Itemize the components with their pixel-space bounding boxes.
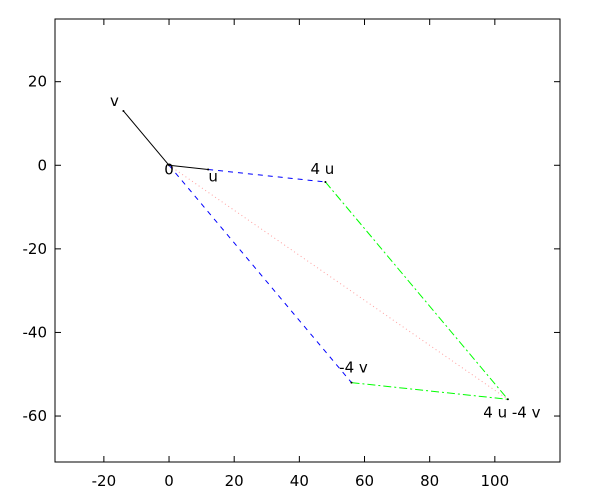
point-marker [506,398,509,401]
vector-segments [123,110,509,400]
y-tick-label: 0 [37,156,47,174]
point-label: v [110,92,119,110]
x-tick-label: 0 [164,472,174,490]
x-tick-label: 60 [355,472,374,490]
point-marker [324,180,327,183]
x-tick-label: 80 [420,472,439,490]
segment-solid [123,110,170,166]
point-label: 4 u [311,160,335,178]
segment-dashed [208,168,326,183]
point-label: -4 v [339,359,368,377]
point-marker [207,168,210,171]
segment-dashdot [325,181,509,400]
point-markers [122,109,509,401]
x-tick-label: 100 [481,472,510,490]
segment-dotted [168,164,509,400]
y-tick-label: -60 [23,407,48,425]
x-tick-label: -20 [92,472,117,490]
point-labels: 0 u v 4 u -4 v 4 u -4 v [110,92,541,421]
x-tick-label: 40 [290,472,309,490]
segment-solid [168,164,209,170]
y-tick-label: 20 [28,73,47,91]
segment-dashed [168,164,352,383]
point-marker [122,109,125,112]
y-axis-ticks: 20 0 -20 -40 -60 [23,73,560,425]
point-marker [350,381,353,384]
x-tick-label: 20 [225,472,244,490]
y-tick-label: -40 [23,323,48,341]
y-tick-label: -20 [23,240,48,258]
point-label: 4 u -4 v [483,403,540,421]
point-label: 0 [164,160,174,178]
plot-frame [54,18,561,463]
point-marker [168,164,171,167]
x-axis-ticks: -20 0 20 40 60 80 100 [92,19,510,490]
point-label: u [208,167,218,185]
segment-dashdot [351,382,508,400]
